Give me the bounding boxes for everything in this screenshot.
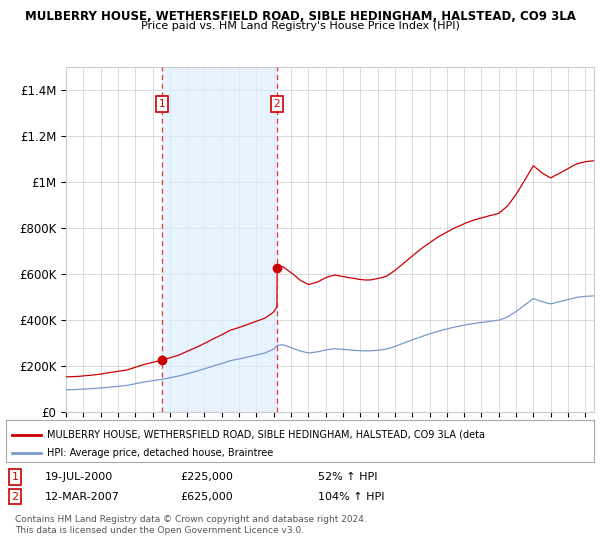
Text: This data is licensed under the Open Government Licence v3.0.: This data is licensed under the Open Gov… (15, 526, 304, 535)
Text: 2: 2 (274, 99, 280, 109)
Text: HPI: Average price, detached house, Braintree: HPI: Average price, detached house, Brai… (47, 448, 274, 458)
Text: 12-MAR-2007: 12-MAR-2007 (45, 492, 120, 502)
Text: 2: 2 (11, 492, 19, 502)
Text: 52% ↑ HPI: 52% ↑ HPI (318, 472, 377, 482)
Text: MULBERRY HOUSE, WETHERSFIELD ROAD, SIBLE HEDINGHAM, HALSTEAD, CO9 3LA: MULBERRY HOUSE, WETHERSFIELD ROAD, SIBLE… (25, 10, 575, 23)
Text: £225,000: £225,000 (180, 472, 233, 482)
Text: Contains HM Land Registry data © Crown copyright and database right 2024.: Contains HM Land Registry data © Crown c… (15, 515, 367, 524)
Text: Price paid vs. HM Land Registry's House Price Index (HPI): Price paid vs. HM Land Registry's House … (140, 21, 460, 31)
Text: 1: 1 (11, 472, 19, 482)
Text: 1: 1 (158, 99, 165, 109)
Bar (162, 67, 277, 412)
Text: 19-JUL-2000: 19-JUL-2000 (45, 472, 113, 482)
Text: 104% ↑ HPI: 104% ↑ HPI (318, 492, 385, 502)
Text: £625,000: £625,000 (180, 492, 233, 502)
Text: MULBERRY HOUSE, WETHERSFIELD ROAD, SIBLE HEDINGHAM, HALSTEAD, CO9 3LA (deta: MULBERRY HOUSE, WETHERSFIELD ROAD, SIBLE… (47, 430, 485, 440)
